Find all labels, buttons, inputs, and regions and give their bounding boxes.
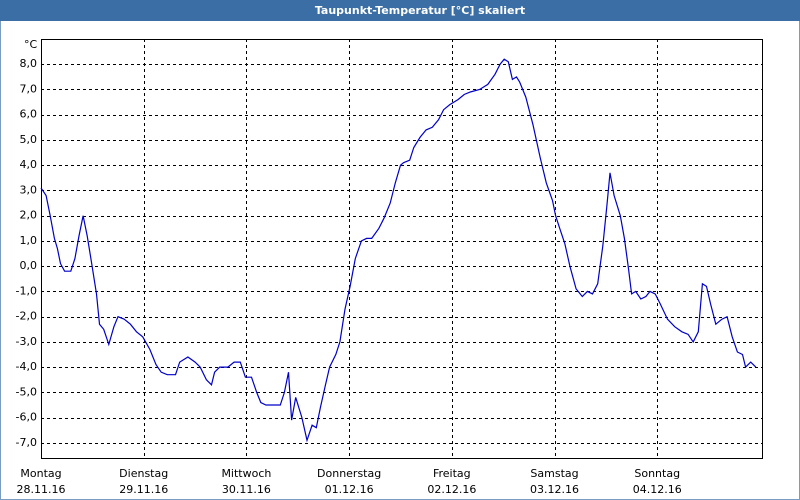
y-tick-label: 4,0 bbox=[20, 158, 38, 171]
y-tick-label: 8,0 bbox=[20, 57, 38, 70]
x-tick-label: Montag bbox=[20, 467, 61, 480]
x-tick-date: 04.12.16 bbox=[633, 483, 682, 496]
x-tick-label: Freitag bbox=[433, 467, 471, 480]
y-tick-label: -4,0 bbox=[16, 360, 37, 373]
x-tick-date: 30.11.16 bbox=[222, 483, 271, 496]
y-tick-label: 7,0 bbox=[20, 82, 38, 95]
x-tick-date: 01.12.16 bbox=[325, 483, 374, 496]
y-tick-label: -7,0 bbox=[16, 436, 37, 449]
x-tick-label: Mittwoch bbox=[221, 467, 271, 480]
title-bar bbox=[0, 0, 800, 21]
x-tick-label: Dienstag bbox=[119, 467, 168, 480]
y-tick-label: -2,0 bbox=[16, 310, 37, 323]
y-tick-label: 6,0 bbox=[20, 108, 38, 121]
y-tick-label: 3,0 bbox=[20, 183, 38, 196]
plot-border bbox=[41, 39, 763, 459]
x-tick-label: Samstag bbox=[530, 467, 578, 480]
x-tick-date: 03.12.16 bbox=[530, 483, 579, 496]
chart-title: Taupunkt-Temperatur [°C] skaliert bbox=[315, 4, 525, 17]
x-tick-label: Donnerstag bbox=[317, 467, 381, 480]
x-tick-label: Sonntag bbox=[634, 467, 680, 480]
y-unit: °C bbox=[24, 38, 38, 51]
y-tick-label: -6,0 bbox=[16, 411, 37, 424]
y-tick-label: -3,0 bbox=[16, 335, 37, 348]
y-tick-label: 1,0 bbox=[20, 234, 38, 247]
y-tick-label: 5,0 bbox=[20, 133, 38, 146]
x-tick-date: 28.11.16 bbox=[17, 483, 66, 496]
y-tick-label: -1,0 bbox=[16, 284, 37, 297]
y-tick-label: -5,0 bbox=[16, 385, 37, 398]
x-tick-date: 29.11.16 bbox=[119, 483, 168, 496]
data-line bbox=[40, 58, 757, 443]
y-tick-label: 0,0 bbox=[20, 259, 38, 272]
x-tick-date: 02.12.16 bbox=[427, 483, 476, 496]
y-tick-label: 2,0 bbox=[20, 209, 38, 222]
